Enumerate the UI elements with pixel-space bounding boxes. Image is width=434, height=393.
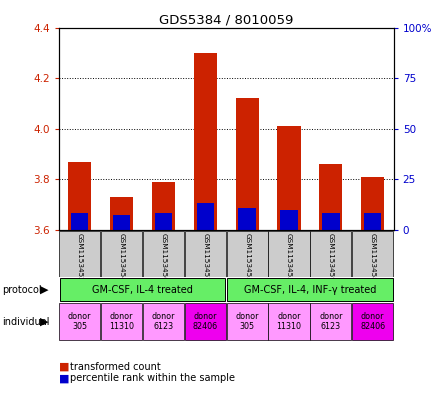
Bar <box>101 231 142 277</box>
Bar <box>151 182 174 230</box>
Text: ■: ■ <box>59 373 69 384</box>
Text: GSM1153452: GSM1153452 <box>76 233 82 281</box>
Text: GM-CSF, IL-4 treated: GM-CSF, IL-4 treated <box>92 285 192 295</box>
Bar <box>110 197 133 230</box>
Bar <box>155 213 171 230</box>
Bar <box>71 213 88 230</box>
Text: individual: individual <box>2 317 49 327</box>
Title: GDS5384 / 8010059: GDS5384 / 8010059 <box>159 13 293 26</box>
Bar <box>184 303 225 340</box>
Bar <box>238 208 255 230</box>
Bar <box>268 231 309 277</box>
Bar <box>363 213 381 230</box>
Bar <box>280 210 297 230</box>
Bar <box>309 303 351 340</box>
Bar <box>268 303 309 340</box>
Text: donor
305: donor 305 <box>235 312 258 331</box>
Bar <box>193 53 216 230</box>
Text: ■: ■ <box>59 362 69 372</box>
Bar <box>352 231 392 277</box>
Text: ▶: ▶ <box>40 285 49 295</box>
Text: donor
6123: donor 6123 <box>151 312 175 331</box>
Bar <box>226 303 267 340</box>
Text: protocol: protocol <box>2 285 42 295</box>
Text: donor
11310: donor 11310 <box>276 312 301 331</box>
Bar <box>196 202 214 230</box>
Bar <box>142 303 184 340</box>
Text: GSM1153459: GSM1153459 <box>327 233 333 281</box>
Text: donor
82406: donor 82406 <box>359 312 385 331</box>
Bar <box>235 98 258 230</box>
Bar <box>319 164 342 230</box>
Text: transformed count: transformed count <box>70 362 161 372</box>
Text: ▶: ▶ <box>40 317 49 327</box>
Bar <box>184 231 225 277</box>
Text: GSM1153456: GSM1153456 <box>160 233 166 281</box>
Text: GSM1153458: GSM1153458 <box>369 233 375 281</box>
Bar <box>352 303 392 340</box>
Bar <box>227 278 392 301</box>
Text: GM-CSF, IL-4, INF-γ treated: GM-CSF, IL-4, INF-γ treated <box>243 285 375 295</box>
Text: donor
82406: donor 82406 <box>192 312 217 331</box>
Text: GSM1153453: GSM1153453 <box>243 233 250 281</box>
Bar <box>322 213 339 230</box>
Bar <box>226 231 267 277</box>
Text: percentile rank within the sample: percentile rank within the sample <box>70 373 235 384</box>
Bar <box>101 303 142 340</box>
Text: donor
6123: donor 6123 <box>319 312 342 331</box>
Bar <box>142 231 184 277</box>
Bar <box>59 278 225 301</box>
Text: donor
11310: donor 11310 <box>109 312 134 331</box>
Bar <box>59 303 100 340</box>
Text: GSM1153455: GSM1153455 <box>285 233 291 281</box>
Text: GSM1153454: GSM1153454 <box>118 233 124 281</box>
Bar <box>68 162 91 230</box>
Bar <box>309 231 351 277</box>
Text: GSM1153457: GSM1153457 <box>202 233 208 281</box>
Bar <box>277 126 300 230</box>
Bar <box>59 231 100 277</box>
Bar <box>113 215 130 230</box>
Text: donor
305: donor 305 <box>68 312 91 331</box>
Bar <box>360 177 383 230</box>
